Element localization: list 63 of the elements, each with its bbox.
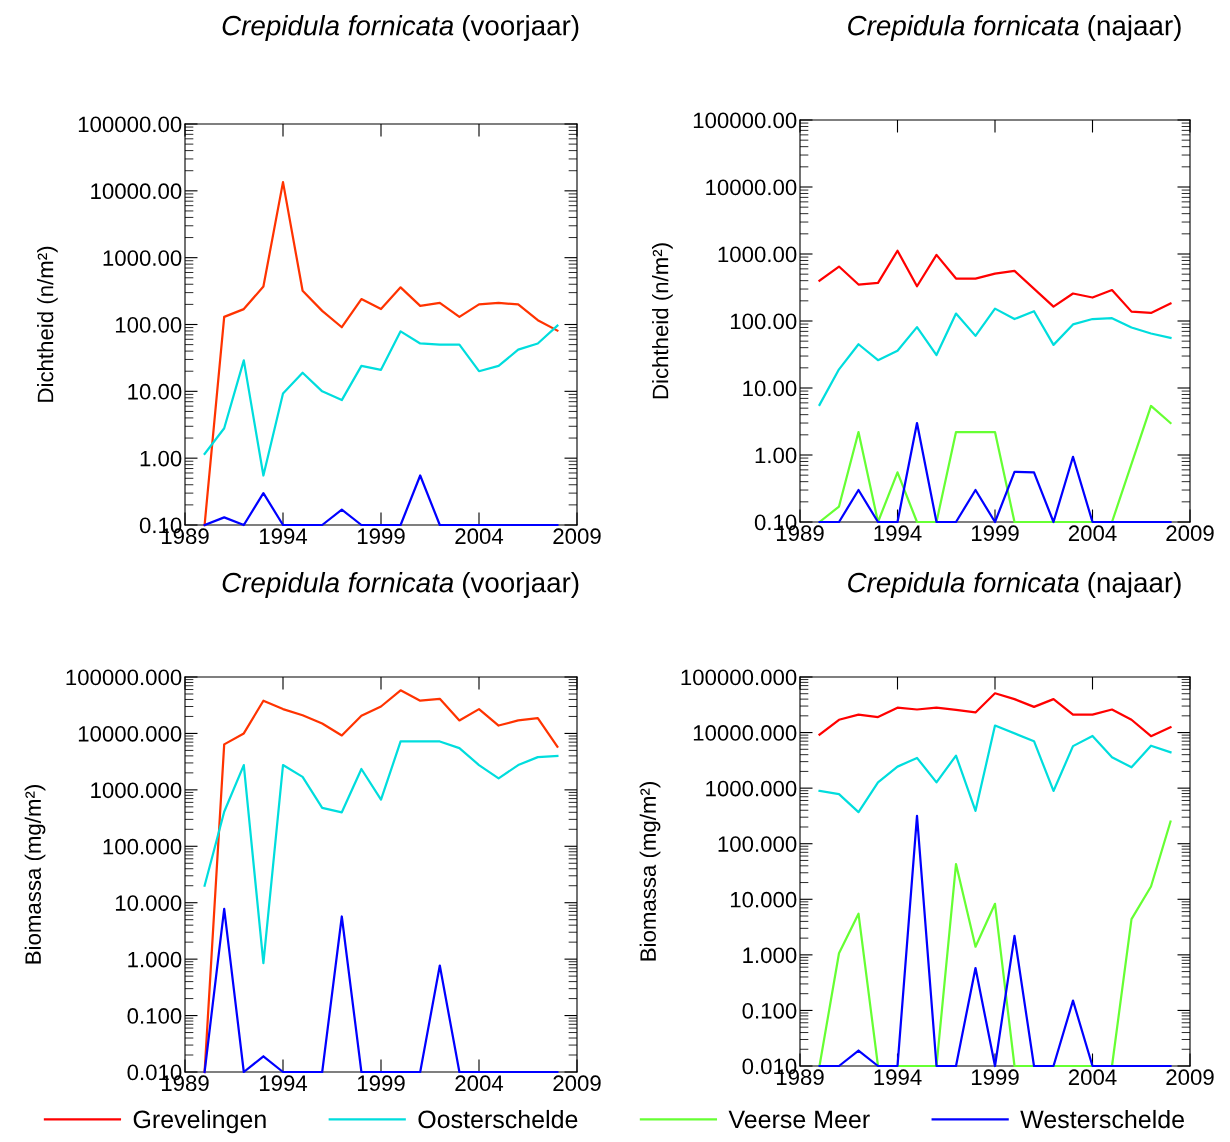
x-tick-label: 2009 <box>1166 1069 1214 1086</box>
y-tick-label: 100000.000 <box>66 669 182 686</box>
y-axis-title: Dichtheid (n/m²) <box>37 246 58 402</box>
x-tick-label: 1994 <box>874 1069 922 1086</box>
y-tick-label: 1000.000 <box>91 782 182 799</box>
chart-title: Crepidula fornicata (najaar) <box>848 15 1181 41</box>
y-tick-label: 10.00 <box>743 380 797 397</box>
y-tick-label: 100.000 <box>718 836 797 852</box>
x-tick-label: 1999 <box>971 525 1019 542</box>
legend-label: Westerschelde <box>1020 1109 1184 1129</box>
x-tick-label: 1994 <box>259 1075 308 1092</box>
y-tick-label: 0.100 <box>742 1002 797 1019</box>
y-tick-label: 100.00 <box>115 317 182 333</box>
legend-label: Grevelingen <box>133 1109 266 1134</box>
line-series <box>818 307 1172 406</box>
x-tick-label: 2004 <box>455 528 504 545</box>
y-tick-label: 100000.000 <box>681 669 797 686</box>
x-tick-label: 1999 <box>971 1069 1019 1086</box>
chart-title: Crepidula fornicata (voorjaar) <box>222 15 579 41</box>
y-tick-label: 100.00 <box>730 313 797 330</box>
chart-title: Crepidula fornicata (voorjaar) <box>222 572 579 598</box>
y-tick-label: 10.000 <box>730 891 797 908</box>
x-tick-label: 1999 <box>357 528 405 545</box>
y-tick-label: 10000.000 <box>78 725 182 742</box>
legend-label: Veerse Meer <box>728 1110 870 1129</box>
y-tick-label: 10000.000 <box>693 725 797 741</box>
line-series <box>203 181 559 527</box>
y-axis-title: Dichtheid (n/m²) <box>652 243 673 399</box>
y-tick-label: 10000.00 <box>706 179 797 196</box>
y-tick-label: 1.000 <box>743 947 797 964</box>
y-tick-label: 1000.00 <box>718 246 797 263</box>
y-tick-label: 10.000 <box>115 895 182 911</box>
line-series <box>818 249 1172 315</box>
x-tick-label: 1999 <box>357 1075 405 1092</box>
y-tick-label: 100000.00 <box>693 112 797 129</box>
x-tick-label: 2004 <box>1068 1069 1117 1086</box>
x-tick-label: 1994 <box>259 528 308 545</box>
legend-label: Oosterschelde <box>418 1109 578 1129</box>
y-tick-label: 0.100 <box>127 1008 182 1024</box>
chart-title: Crepidula fornicata (najaar) <box>848 572 1181 598</box>
y-axis-title: Biomassa (mg/m²) <box>639 782 661 961</box>
y-tick-label: 100000.00 <box>78 116 182 133</box>
y-tick-label: 100.000 <box>103 838 182 855</box>
y-tick-label: 1.000 <box>128 951 182 968</box>
x-tick-label: 2009 <box>553 1075 601 1092</box>
x-tick-label: 2009 <box>1166 525 1214 542</box>
y-axis-title: Biomassa (mg/m²) <box>24 785 46 964</box>
line-series <box>203 740 559 965</box>
x-tick-label: 1994 <box>874 525 922 542</box>
line-series <box>203 474 559 527</box>
y-tick-label: 10.00 <box>128 383 182 400</box>
line-series <box>203 324 559 477</box>
y-tick-label: 1000.00 <box>103 250 182 266</box>
line-series <box>203 907 559 1074</box>
y-tick-label: 1000.000 <box>706 780 797 797</box>
x-tick-label: 2004 <box>1068 525 1117 542</box>
y-tick-label: 1.00 <box>755 447 797 464</box>
line-series <box>818 692 1172 738</box>
x-tick-label: 2009 <box>553 528 601 545</box>
x-tick-label: 2004 <box>455 1075 504 1092</box>
line-series <box>818 724 1172 814</box>
y-tick-label: 10000.00 <box>91 183 182 200</box>
y-tick-label: 1.00 <box>140 450 182 467</box>
